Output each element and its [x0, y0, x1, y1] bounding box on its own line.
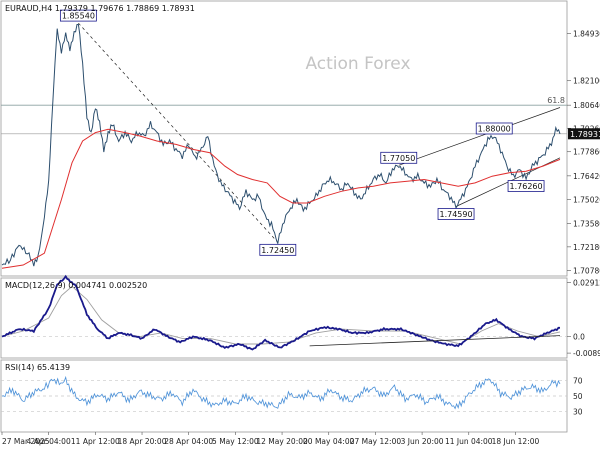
- price-trend-line: [398, 107, 561, 166]
- rsi-panel-title: RSI(14) 65.4139: [5, 363, 70, 372]
- macd-tick-label: 0.0: [573, 333, 585, 342]
- price-panel-frame: [0, 0, 568, 277]
- price-series: [1, 24, 561, 267]
- macd-signal-series: [1, 285, 561, 345]
- price-tick-label: 1.77860: [573, 148, 600, 157]
- macd-tick-label: 0.029123: [573, 278, 600, 287]
- time-tick-label: 18 Jun 12:00: [492, 437, 540, 446]
- macd-support-line: [309, 335, 561, 347]
- price-tick-label: 1.72180: [573, 243, 600, 252]
- time-tick-label: 18 Apr 20:00: [118, 437, 167, 446]
- rsi-axis-ticks: 70 50 30: [573, 376, 583, 416]
- time-tick-label: 27 Mar 2025: [2, 437, 50, 446]
- time-tick-label: 12 May 20:00: [256, 437, 308, 446]
- price-tick-label: 1.82100: [573, 77, 600, 86]
- rsi-tick-label: 70: [573, 376, 583, 385]
- price-annotation-label: 1.74590: [439, 210, 472, 219]
- price-annotation-box: [475, 122, 513, 135]
- time-tick-label: 3 Jun 20:00: [401, 437, 444, 446]
- price-tick-label: 1.75020: [573, 195, 600, 204]
- macd-tick-label: -0.008901: [573, 349, 600, 358]
- price-panel-title: EURAUD,H4 1.79379 1.79676 1.78869 1.7893…: [5, 4, 195, 13]
- macd-axis-ticks: 0.029123 0.0 -0.008901: [567, 278, 600, 358]
- macd-trend-line: [309, 335, 561, 347]
- watermark: Action Forex: [305, 54, 410, 74]
- time-tick-label: 5 May 12:00: [212, 437, 259, 446]
- moving-average-series: [1, 128, 561, 269]
- rsi-series: [1, 375, 561, 410]
- price-annotation-label: 1.72450: [261, 246, 294, 255]
- time-tick-label: 11 Jun 04:00: [445, 437, 493, 446]
- price-tick-label: 1.76420: [573, 172, 600, 181]
- price-annotations: 1.85540 1.72450 1.77050 1.74590 1.88000 1.762…: [59, 9, 545, 256]
- macd-panel-title: MACD(12,26,9) 0.004741 0.002520: [5, 281, 147, 290]
- time-tick-label: 11 Apr 12:00: [71, 437, 120, 446]
- price-annotation-label: 1.77050: [382, 154, 415, 163]
- current-price-tag: [568, 128, 600, 140]
- price-annotation-box: [59, 9, 97, 22]
- price-annotation-box: [259, 243, 297, 256]
- time-tick-label: 20 May 04:00: [303, 437, 355, 446]
- price-tick-label: 1.84930: [573, 29, 600, 38]
- rsi-levels: [1, 336, 567, 412]
- current-price-tag-label: 1.78931: [570, 130, 600, 139]
- price-annotation-box: [437, 208, 475, 220]
- time-tick-label: 4 Apr 04:00: [27, 437, 71, 446]
- price-annotation-label: 1.76260: [510, 182, 543, 191]
- time-tick-label: 28 Apr 04:00: [164, 437, 213, 446]
- macd-series: [1, 274, 560, 351]
- macd-panel-frame: [0, 277, 568, 359]
- fibonacci-level-label: 61.8: [547, 96, 565, 105]
- time-tick-label: 27 May 12:00: [350, 437, 402, 446]
- price-annotation-box: [380, 151, 418, 164]
- rsi-tick-label: 50: [573, 392, 583, 401]
- price-trend-line: [78, 22, 279, 243]
- price-tick-label: 1.73580: [573, 219, 600, 228]
- price-annotation-label: 1.88000: [478, 124, 511, 133]
- price-annotation-box: [507, 180, 545, 192]
- price-annotation-label: 1.85540: [62, 12, 95, 21]
- rsi-tick-label: 30: [573, 408, 583, 417]
- price-tick-label: 1.80640: [573, 101, 600, 110]
